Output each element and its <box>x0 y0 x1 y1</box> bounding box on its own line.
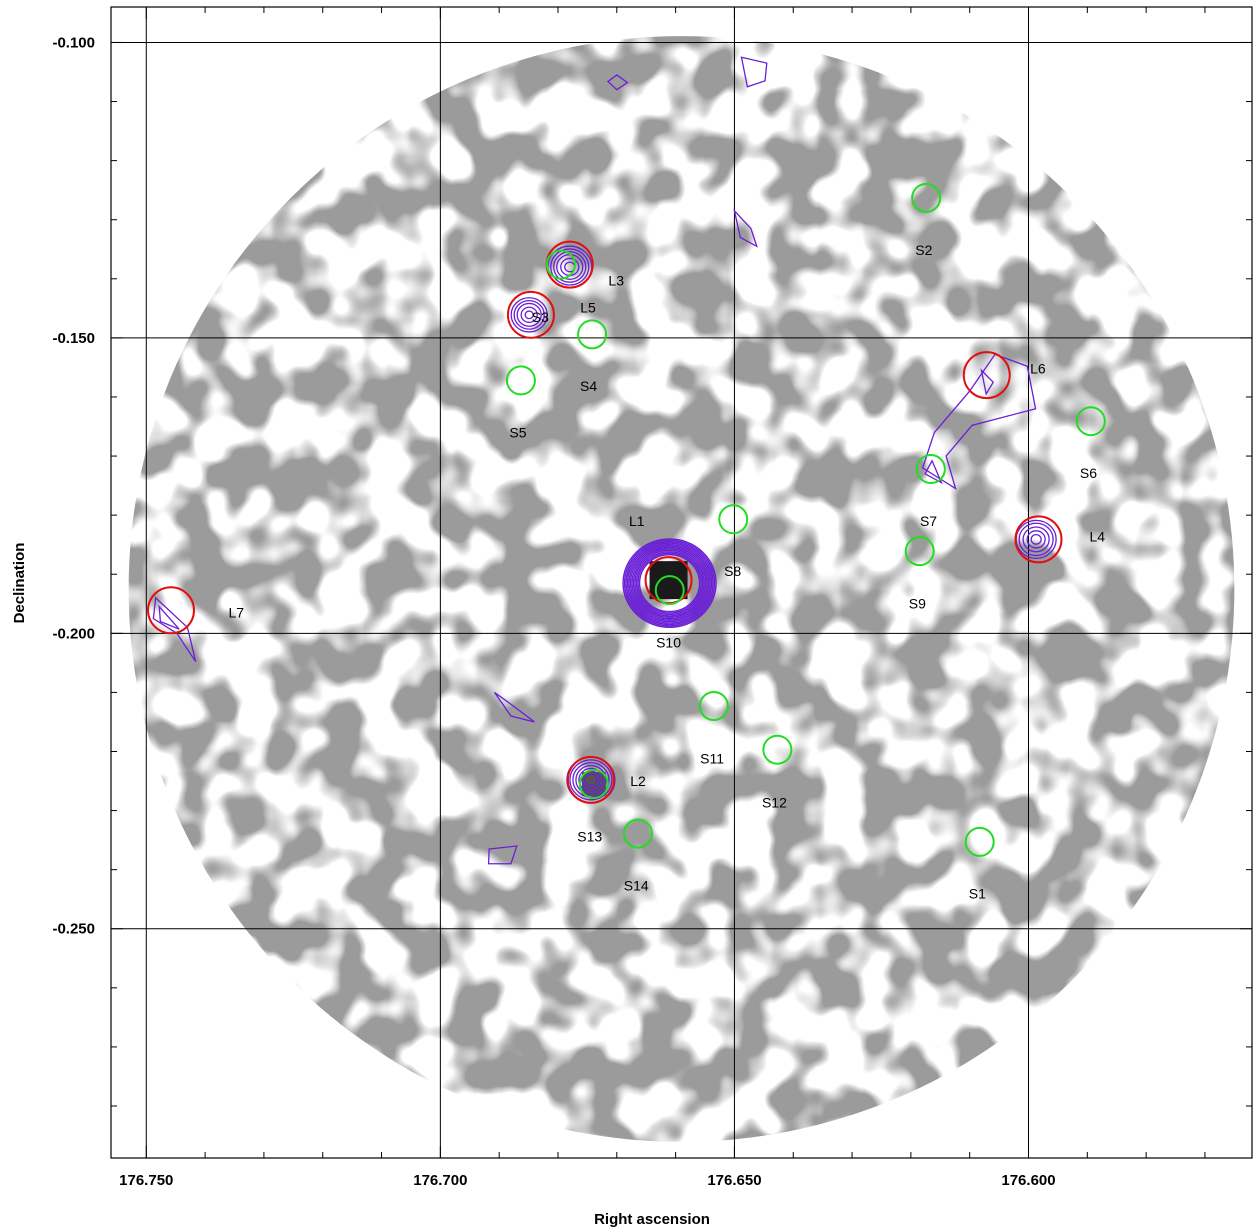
marker-l-source <box>506 290 555 339</box>
marker-s-source <box>1075 406 1106 437</box>
grid-lines <box>111 7 1252 1158</box>
contour-ring <box>575 764 607 795</box>
y-tick-label: -0.250 <box>52 921 95 938</box>
marker-l-source <box>962 351 1011 400</box>
contour-ring <box>578 767 604 792</box>
label-l-source: L2 <box>630 773 646 789</box>
label-l-source: L4 <box>1090 529 1106 545</box>
marker-l-source <box>146 586 195 635</box>
contour-ring <box>924 459 943 485</box>
field-image <box>128 36 1235 1142</box>
label-s-source: S10 <box>656 634 681 650</box>
contour-ring <box>553 251 587 283</box>
marker-s-source <box>718 504 749 535</box>
contour-ring <box>1026 530 1046 549</box>
label-s-source: S13 <box>577 828 602 844</box>
x-tick-label: 176.750 <box>119 1172 173 1189</box>
contour-ring <box>623 539 716 627</box>
source-markers <box>146 182 1106 857</box>
y-tick-label: -0.150 <box>52 330 95 347</box>
contour-ring <box>516 302 542 327</box>
marker-s-source <box>762 734 793 765</box>
x-axis-label: Right ascension <box>594 1211 710 1228</box>
contour-ring <box>524 310 534 320</box>
label-s-source: S12 <box>762 795 787 811</box>
label-s-source: S11 <box>700 750 724 766</box>
marker-s-source <box>904 536 935 567</box>
contour-ring <box>637 552 702 614</box>
label-s-source: S1 <box>969 886 986 902</box>
contour-ring <box>740 56 768 88</box>
contour-ring <box>158 604 180 630</box>
marker-s-source <box>577 319 608 350</box>
contour-ring <box>622 538 717 629</box>
contour-ring <box>634 549 705 617</box>
contour-ring <box>513 299 545 330</box>
marker-s-source <box>915 454 946 485</box>
y-tick-label: -0.200 <box>52 625 95 642</box>
label-s-source: S6 <box>1080 465 1097 481</box>
contour-ring <box>632 548 707 619</box>
contour-ring <box>1022 526 1050 553</box>
label-l-source: L1 <box>629 513 645 529</box>
source-labels: L1 L2 L3 L4 L5 L6 L7 S1 S2 S3 S4 S5 S6 S7 S8 S9 S10 S11 S1… <box>228 242 1105 901</box>
axis-ticks: 176.750 176.700 176.650 176.600 -0.100 -0.150… <box>52 7 1252 1189</box>
contour-ring <box>584 773 598 787</box>
contour-ring <box>625 541 714 626</box>
plot-frame <box>110 6 1253 1159</box>
contour-ring <box>152 596 197 663</box>
marker-l-source <box>566 755 615 804</box>
marker-s-source <box>578 768 609 799</box>
contour-ring <box>1030 533 1042 545</box>
contour-ring <box>487 845 518 865</box>
label-l-source: L7 <box>228 604 244 620</box>
x-tick-label: 176.650 <box>707 1172 761 1189</box>
label-s-source: S2 <box>915 242 932 258</box>
contour-ring <box>733 208 758 248</box>
contour-ring <box>631 546 708 620</box>
marker-s-source <box>622 818 653 849</box>
marker-s-source <box>545 249 576 280</box>
contour-ring <box>581 770 601 790</box>
label-s-source: S3 <box>532 309 549 325</box>
contour-ring <box>606 74 629 91</box>
plot-border <box>110 6 1253 1159</box>
contour-ring <box>1018 522 1054 557</box>
y-axis-label: Declination <box>11 543 28 624</box>
label-l-source: L5 <box>580 299 596 315</box>
contour-ring <box>569 759 613 801</box>
marker-s-source <box>654 575 685 606</box>
contour-ring <box>635 551 704 616</box>
contour-ring <box>626 542 713 624</box>
contour-ring <box>980 368 995 396</box>
contour-ring <box>629 545 710 621</box>
label-s-source: S9 <box>909 595 926 611</box>
marker-s-source <box>505 365 536 396</box>
label-s-source: S5 <box>509 425 526 441</box>
marker-s-source <box>698 690 729 721</box>
contour-ring <box>493 691 535 723</box>
marker-s-source <box>964 826 995 857</box>
x-tick-label: 176.700 <box>413 1172 467 1189</box>
marker-l-source <box>1014 515 1063 564</box>
label-s-source: S8 <box>724 563 741 579</box>
contour-ring <box>520 306 538 324</box>
label-s-source: S14 <box>624 877 649 893</box>
contour-ring <box>638 553 701 613</box>
label-s-source: S4 <box>580 378 597 394</box>
x-tick-label: 176.600 <box>1001 1172 1055 1189</box>
y-tick-label: -0.100 <box>52 34 95 51</box>
contour-ring <box>921 353 1037 491</box>
contour-ring <box>550 248 590 286</box>
contour-ring <box>628 543 711 623</box>
field-clip-group <box>128 36 1235 1142</box>
label-l-source: L3 <box>608 272 624 288</box>
marker-s-source <box>911 182 942 213</box>
label-l-source: L6 <box>1030 360 1046 376</box>
contour-ring <box>510 297 548 333</box>
label-s-source: S7 <box>920 513 937 529</box>
